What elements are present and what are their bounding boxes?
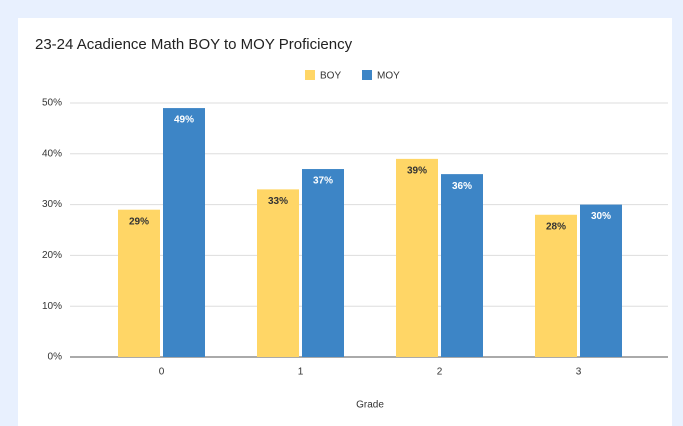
x-axis-label: Grade [356,400,384,411]
bar [441,174,483,357]
bar [118,209,160,357]
bar [580,204,622,357]
x-tick-label: 1 [298,367,304,378]
y-tick-label: 40% [42,148,62,159]
x-tick-label: 0 [159,367,165,378]
data-label: 30% [591,211,611,222]
legend-label: BOY [320,71,341,82]
x-tick-label: 2 [437,367,443,378]
data-label: 39% [407,166,427,177]
x-tick-label: 3 [576,367,582,378]
bar [257,189,299,357]
bar [302,169,344,357]
y-tick-label: 0% [48,352,63,363]
y-tick-label: 50% [42,98,62,109]
data-label: 28% [546,221,566,232]
data-label: 29% [129,216,149,227]
y-tick-label: 20% [42,250,62,261]
y-tick-label: 10% [42,301,62,312]
data-label: 49% [174,115,194,126]
data-label: 33% [268,196,288,207]
legend-swatch [305,70,315,80]
bar [163,108,205,357]
bar [535,214,577,357]
legend-swatch [362,70,372,80]
data-label: 37% [313,176,333,187]
chart-title: 23-24 Acadience Math BOY to MOY Proficie… [35,36,353,53]
bar [396,158,438,357]
legend-label: MOY [377,71,400,82]
y-tick-label: 30% [42,199,62,210]
data-label: 36% [452,181,472,192]
